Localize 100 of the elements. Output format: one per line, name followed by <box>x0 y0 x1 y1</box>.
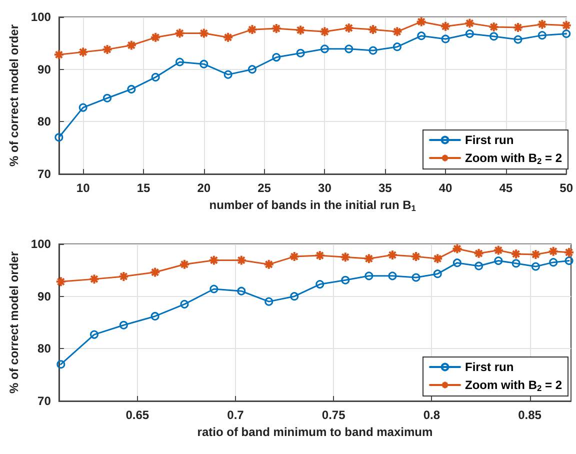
point <box>512 259 520 268</box>
point <box>364 272 374 280</box>
point <box>433 270 442 278</box>
y-axis-title: % of correct model order <box>7 24 21 167</box>
x-tick-label: 0.75 <box>322 408 346 422</box>
point <box>340 252 351 263</box>
x-tick-label: 30 <box>318 181 332 195</box>
point <box>343 22 354 34</box>
point <box>492 244 504 256</box>
point <box>465 30 474 38</box>
point <box>386 249 398 260</box>
point <box>560 20 572 31</box>
point <box>224 70 232 79</box>
point <box>210 284 218 294</box>
x-tick-label: 35 <box>378 181 392 195</box>
point <box>248 65 256 74</box>
point <box>416 16 427 28</box>
x-tick-label: 50 <box>560 181 574 195</box>
point <box>150 312 160 320</box>
point <box>127 84 136 94</box>
point <box>88 274 100 285</box>
point <box>126 40 137 51</box>
point <box>490 32 498 41</box>
point <box>246 24 258 36</box>
point <box>90 330 98 339</box>
legend-label: First run <box>465 133 514 147</box>
point <box>514 35 522 44</box>
point <box>295 24 306 36</box>
x-tick-label: 0.65 <box>126 408 150 422</box>
y-tick-label: 70 <box>38 167 52 181</box>
point <box>417 32 426 40</box>
point <box>494 256 503 265</box>
point <box>222 32 234 43</box>
point <box>536 18 548 30</box>
point <box>175 58 184 66</box>
x-tick-label: 45 <box>499 181 513 195</box>
point <box>440 20 452 32</box>
point <box>388 272 397 280</box>
point <box>341 276 350 284</box>
point <box>208 254 220 266</box>
point <box>549 258 558 267</box>
point <box>392 26 403 38</box>
point <box>368 24 379 36</box>
point <box>320 44 329 54</box>
point <box>119 320 128 330</box>
point <box>288 251 300 262</box>
y-tick-label: 80 <box>38 114 52 129</box>
point <box>510 248 522 260</box>
point <box>150 266 161 278</box>
point <box>464 18 476 29</box>
point <box>78 103 88 112</box>
point <box>237 286 246 296</box>
point <box>564 246 575 258</box>
point <box>344 44 354 54</box>
x-tick-label: 0.8 <box>423 408 440 422</box>
y-tick-label: 100 <box>30 10 52 24</box>
point <box>314 250 326 262</box>
point <box>272 53 281 62</box>
point <box>150 32 162 43</box>
point <box>102 44 113 55</box>
y-tick-label: 70 <box>38 394 52 408</box>
point <box>512 22 524 33</box>
point <box>56 360 66 369</box>
point <box>412 273 420 282</box>
x-tick-label: 0.85 <box>518 408 542 422</box>
point <box>290 292 299 301</box>
point <box>263 258 274 270</box>
x-tick-label: 10 <box>76 181 90 195</box>
point <box>473 248 484 259</box>
point <box>432 253 444 264</box>
legend-label: First run <box>465 360 514 374</box>
point <box>118 270 130 282</box>
point <box>530 248 542 260</box>
point <box>319 26 330 38</box>
point <box>488 21 500 32</box>
point <box>392 42 402 52</box>
point <box>316 280 324 289</box>
point <box>363 253 374 264</box>
y-tick-label: 90 <box>38 289 52 304</box>
y-axis-title: % of correct model order <box>7 251 21 394</box>
point <box>264 297 274 306</box>
point <box>270 23 282 34</box>
point <box>78 46 89 58</box>
x-tick-label: 15 <box>136 181 150 195</box>
point <box>151 72 160 82</box>
point <box>103 94 112 102</box>
point <box>410 251 422 262</box>
point <box>531 262 540 271</box>
point <box>53 49 64 60</box>
x-tick-label: 20 <box>197 181 211 195</box>
point <box>55 276 66 288</box>
point <box>198 28 210 39</box>
point <box>538 31 546 40</box>
y-tick-label: 90 <box>38 62 52 76</box>
point <box>548 246 559 257</box>
point <box>174 28 186 39</box>
point <box>180 300 189 308</box>
point <box>236 254 247 266</box>
x-tick-label: 0.7 <box>227 408 244 422</box>
point <box>452 243 463 254</box>
